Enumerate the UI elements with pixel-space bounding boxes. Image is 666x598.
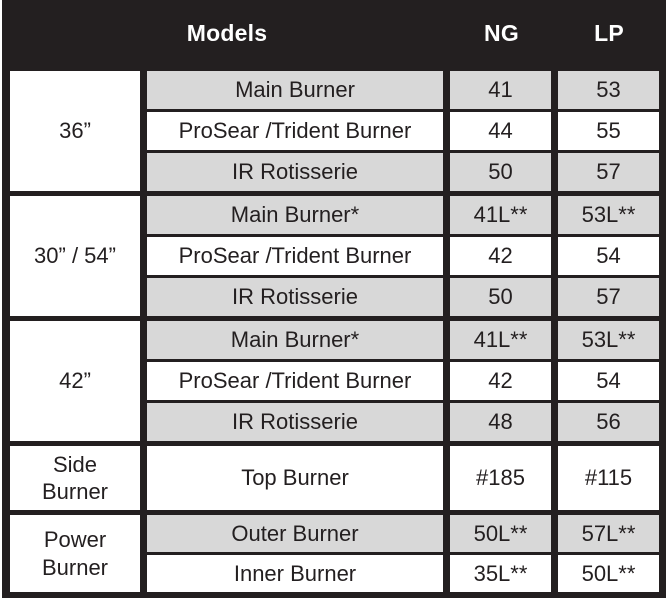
model-size-cell: 30” / 54”	[10, 196, 140, 316]
lp-value-cell: 57L**	[558, 515, 659, 552]
ng-value-cell: 44	[450, 112, 551, 150]
group-rows: Main Burner* 41L** 53L** ProSear /Trident B…	[147, 321, 659, 441]
burner-name-cell: Main Burner*	[147, 196, 443, 234]
lp-value-cell: 57	[558, 153, 659, 191]
lp-value-cell: 56	[558, 403, 659, 441]
group-rows: Top Burner #185 #115	[147, 446, 659, 510]
burner-name-cell: ProSear /Trident Burner	[147, 362, 443, 400]
ng-value-cell: 48	[450, 403, 551, 441]
model-size-cell: 42”	[10, 321, 140, 441]
model-group: 36” Main Burner 41 53 ProSear /Trident Burne…	[10, 71, 659, 191]
table-row: ProSear /Trident Burner 42 54	[147, 237, 659, 275]
ng-value-cell: 41	[450, 71, 551, 109]
burner-name-cell: Main Burner	[147, 71, 443, 109]
ng-value-cell: 50	[450, 153, 551, 191]
table-row: Main Burner* 41L** 53L**	[147, 196, 659, 234]
table-header-row: Models NG LP	[10, 0, 659, 66]
table-row: IR Rotisserie 50 57	[147, 278, 659, 316]
table-row: IR Rotisserie 50 57	[147, 153, 659, 191]
model-size-cell: Power Burner	[10, 515, 140, 592]
model-group: Side Burner Top Burner #185 #115	[10, 446, 659, 510]
burner-name-cell: ProSear /Trident Burner	[147, 237, 443, 275]
group-rows: Outer Burner 50L** 57L** Inner Burner 35L** 5…	[147, 515, 659, 592]
lp-value-cell: 55	[558, 112, 659, 150]
lp-value-cell: 57	[558, 278, 659, 316]
lp-value-cell: 50L**	[558, 555, 659, 592]
ng-value-cell: 41L**	[450, 196, 551, 234]
table-row: ProSear /Trident Burner 44 55	[147, 112, 659, 150]
column-header-models: Models	[186, 19, 268, 46]
model-size-cell: 36”	[10, 71, 140, 191]
table-row: Main Burner* 41L** 53L**	[147, 321, 659, 359]
lp-value-cell: 54	[558, 237, 659, 275]
ng-value-cell: 50	[450, 278, 551, 316]
model-group: 42” Main Burner* 41L** 53L** ProSear /Triden…	[10, 321, 659, 441]
burner-name-cell: IR Rotisserie	[147, 278, 443, 316]
model-size-cell: Side Burner	[10, 446, 140, 510]
group-rows: Main Burner* 41L** 53L** ProSear /Trident B…	[147, 196, 659, 316]
ng-value-cell: #185	[450, 446, 551, 510]
lp-value-cell: 53L**	[558, 196, 659, 234]
table-row: Main Burner 41 53	[147, 71, 659, 109]
column-header-lp: LP	[594, 19, 624, 46]
burner-name-cell: ProSear /Trident Burner	[147, 112, 443, 150]
group-rows: Main Burner 41 53 ProSear /Trident Burner 44…	[147, 71, 659, 191]
burner-name-cell: Main Burner*	[147, 321, 443, 359]
ng-value-cell: 42	[450, 237, 551, 275]
table-row: IR Rotisserie 48 56	[147, 403, 659, 441]
ng-value-cell: 42	[450, 362, 551, 400]
table-body: 36” Main Burner 41 53 ProSear /Trident Burne…	[10, 71, 659, 592]
lp-value-cell: 53	[558, 71, 659, 109]
lp-value-cell: 54	[558, 362, 659, 400]
model-group: Power Burner Outer Burner 50L** 57L** Inner …	[10, 515, 659, 592]
ng-value-cell: 35L**	[450, 555, 551, 592]
table-row: Outer Burner 50L** 57L**	[147, 515, 659, 552]
model-group: 30” / 54” Main Burner* 41L** 53L** ProSear /…	[10, 196, 659, 316]
table-row: Inner Burner 35L** 50L**	[147, 555, 659, 592]
lp-value-cell: #115	[558, 446, 659, 510]
burner-name-cell: IR Rotisserie	[147, 153, 443, 191]
ng-value-cell: 41L**	[450, 321, 551, 359]
lp-value-cell: 53L**	[558, 321, 659, 359]
column-header-ng: NG	[484, 19, 519, 46]
burner-name-cell: Top Burner	[147, 446, 443, 510]
burner-name-cell: Outer Burner	[147, 515, 443, 552]
burner-name-cell: IR Rotisserie	[147, 403, 443, 441]
table-row: ProSear /Trident Burner 42 54	[147, 362, 659, 400]
ng-value-cell: 50L**	[450, 515, 551, 552]
table-row: Top Burner #185 #115	[147, 446, 659, 510]
burner-name-cell: Inner Burner	[147, 555, 443, 592]
